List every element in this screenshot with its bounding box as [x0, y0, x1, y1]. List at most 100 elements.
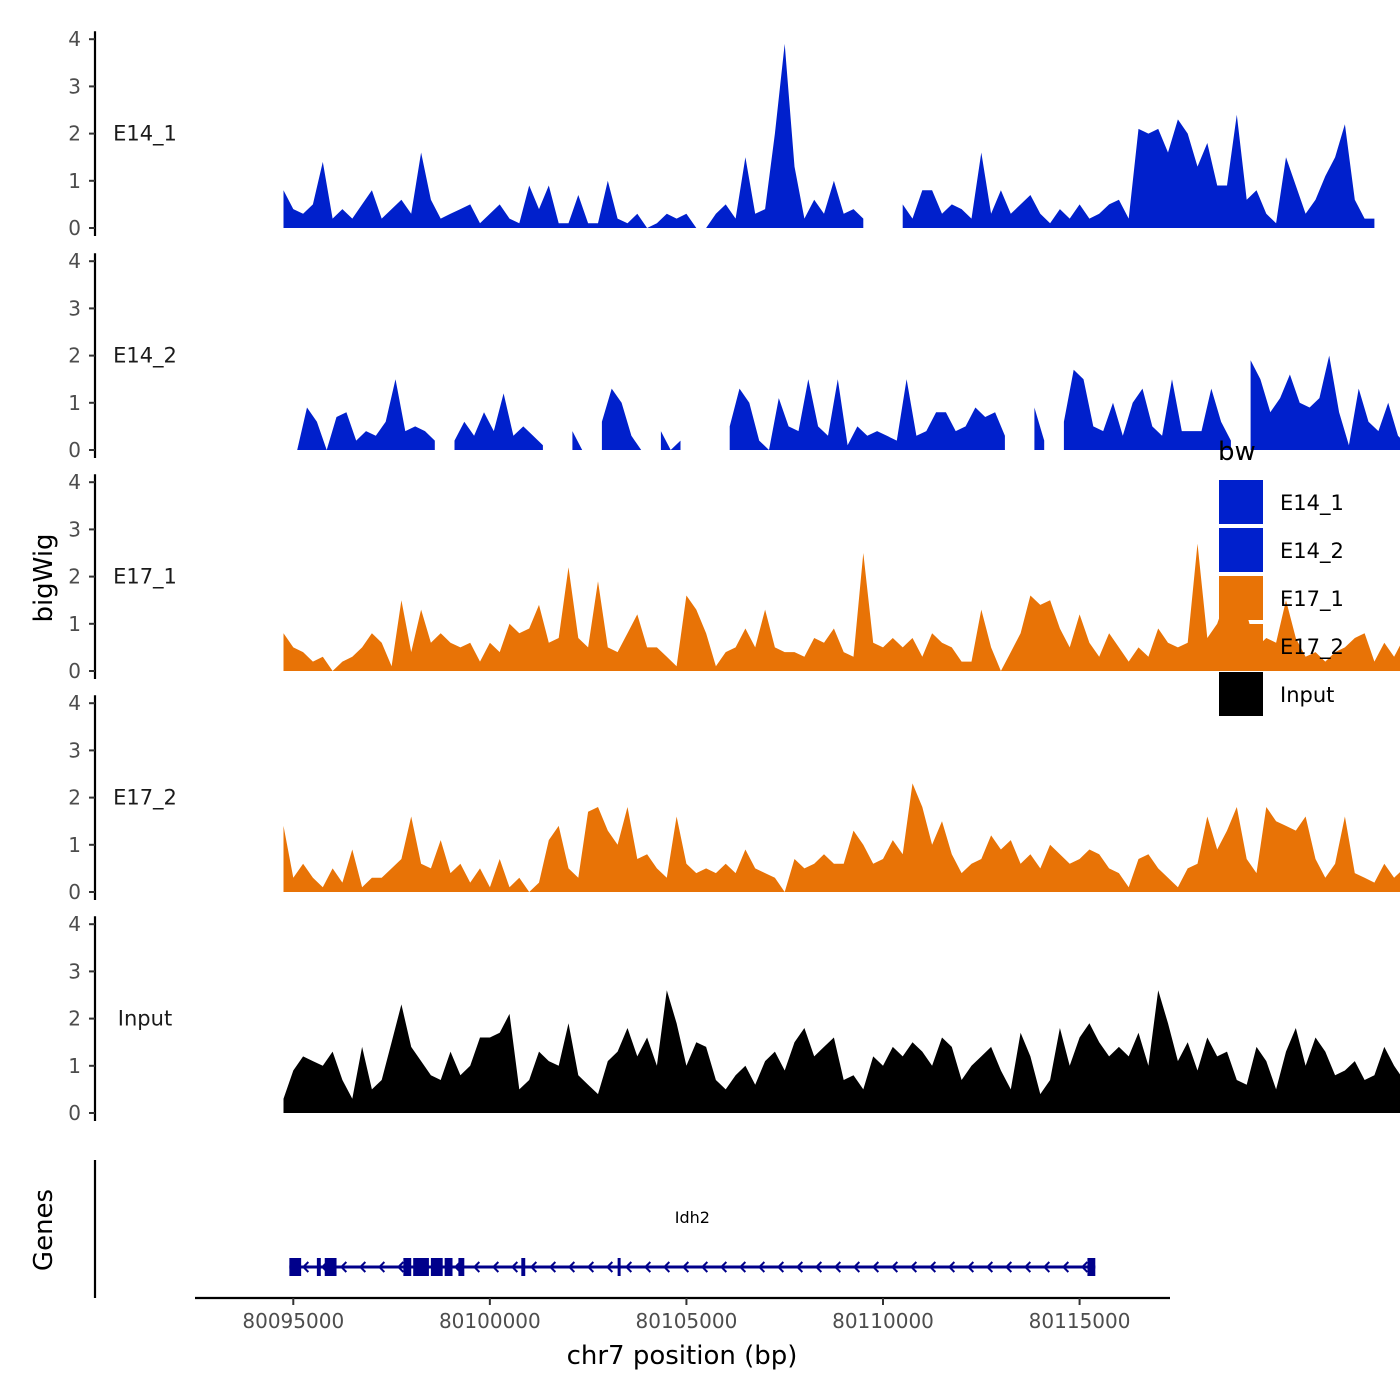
y-tick-label: 2 [68, 565, 81, 589]
gene-exon [444, 1258, 453, 1276]
strand-arrow [1042, 1261, 1051, 1273]
signal-area [601, 388, 642, 450]
strand-arrow [871, 1261, 880, 1273]
y-tick-label: 2 [68, 1007, 81, 1031]
signal-area [283, 43, 864, 229]
track-Input: 0 1 2 3 4 Input [68, 912, 1400, 1125]
y-tick-label: 4 [68, 27, 81, 51]
strand-arrow [928, 1261, 937, 1273]
y-tick-label: 0 [68, 659, 81, 683]
y-tick-label: 1 [68, 833, 81, 857]
legend: bw E14_1 E14_2 E17_1 E17_2 Input [1218, 437, 1344, 716]
y-axis-title: bigWig [29, 533, 59, 622]
y-tick-label: 4 [68, 249, 81, 273]
strand-arrow [643, 1261, 652, 1273]
x-tick-label: 80110000 [832, 1309, 934, 1333]
strand-arrow [700, 1261, 709, 1273]
y-tick-label: 1 [68, 391, 81, 415]
x-tick-label: 80105000 [636, 1309, 738, 1333]
y-tick-label: 3 [68, 74, 81, 98]
signal-area [572, 431, 583, 450]
y-tick-label: 3 [68, 959, 81, 983]
gene-exon [324, 1258, 337, 1276]
y-tick-label: 2 [68, 122, 81, 146]
x-tick-label: 80100000 [439, 1309, 541, 1333]
legend-label: E17_2 [1280, 635, 1344, 660]
signal-area [902, 114, 1375, 228]
strand-arrow [567, 1261, 576, 1273]
strand-arrow [510, 1261, 519, 1273]
legend-swatch [1219, 480, 1263, 524]
legend-swatch [1219, 528, 1263, 572]
strand-arrow [548, 1261, 557, 1273]
strand-arrow [529, 1261, 538, 1273]
strand-arrow [662, 1261, 671, 1273]
track-label: E14_1 [113, 122, 177, 147]
strand-arrow [301, 1261, 310, 1273]
strand-arrow [776, 1261, 785, 1273]
y-tick-label: 0 [68, 1101, 81, 1125]
legend-label: E14_1 [1280, 491, 1344, 516]
signal-area [283, 543, 1400, 671]
gene-exon [403, 1258, 412, 1276]
strand-arrow [472, 1261, 481, 1273]
strand-arrow [1080, 1261, 1089, 1273]
y-tick-label: 1 [68, 612, 81, 636]
y-tick-label: 4 [68, 470, 81, 494]
gene-track-title: Genes [29, 1189, 59, 1271]
strand-arrow [396, 1261, 405, 1273]
track-E14_2: 0 1 2 3 4 E14_2 [68, 249, 1400, 462]
signal-area [729, 379, 1005, 450]
gene-exon [521, 1258, 526, 1276]
strand-arrow [795, 1261, 804, 1273]
strand-arrow [738, 1261, 747, 1273]
strand-arrow [985, 1261, 994, 1273]
gene-exon [617, 1258, 621, 1276]
strand-arrow [947, 1261, 956, 1273]
track-label: E17_1 [113, 565, 177, 590]
gene-exon [1087, 1258, 1096, 1276]
gene-Idh2: Idh2 [289, 1208, 1096, 1276]
strand-arrow [377, 1261, 386, 1273]
legend-label: E14_2 [1280, 539, 1344, 564]
strand-arrow [491, 1261, 500, 1273]
signal-area [283, 990, 1400, 1113]
y-tick-label: 4 [68, 912, 81, 936]
signal-area [454, 393, 543, 450]
gene-exon [289, 1258, 302, 1276]
gene-exon [458, 1258, 465, 1276]
gene-exon [413, 1258, 429, 1276]
strand-arrow [966, 1261, 975, 1273]
y-tick-label: 3 [68, 296, 81, 320]
signal-area [1063, 369, 1231, 450]
y-tick-label: 0 [68, 880, 81, 904]
strand-arrow [605, 1261, 614, 1273]
signal-area [283, 783, 1400, 892]
y-tick-label: 3 [68, 517, 81, 541]
strand-arrow [586, 1261, 595, 1273]
x-tick-label: 80095000 [242, 1309, 344, 1333]
signal-tracks: 0 1 2 3 4 E14_1 0 1 2 3 4 E14_2 0 1 2 3 4 E17_1 0 1 2 3 4 E17_2… [68, 27, 1400, 1125]
y-tick-label: 0 [68, 438, 81, 462]
y-tick-label: 1 [68, 1054, 81, 1078]
gene-name-label: Idh2 [675, 1208, 710, 1227]
gene-exon [316, 1258, 321, 1276]
legend-label: Input [1280, 683, 1334, 707]
track-label: Input [118, 1007, 172, 1031]
legend-swatch [1219, 672, 1263, 716]
x-axis-title: chr7 position (bp) [567, 1341, 798, 1371]
signal-area [1034, 407, 1045, 450]
gene-exon [430, 1258, 443, 1276]
y-tick-label: 2 [68, 786, 81, 810]
track-E17_2: 0 1 2 3 4 E17_2 [68, 691, 1400, 904]
gene-track: Idh2 [93, 1160, 1096, 1298]
y-tick-label: 2 [68, 344, 81, 368]
signal-area [297, 379, 435, 450]
signal-area [660, 431, 681, 450]
x-axis: 80095000 80100000 80105000 80110000 80115000 [195, 1296, 1170, 1333]
y-tick-label: 4 [68, 691, 81, 715]
strand-arrow [1004, 1261, 1013, 1273]
strand-arrow [1023, 1261, 1032, 1273]
signal-area [1250, 355, 1400, 450]
